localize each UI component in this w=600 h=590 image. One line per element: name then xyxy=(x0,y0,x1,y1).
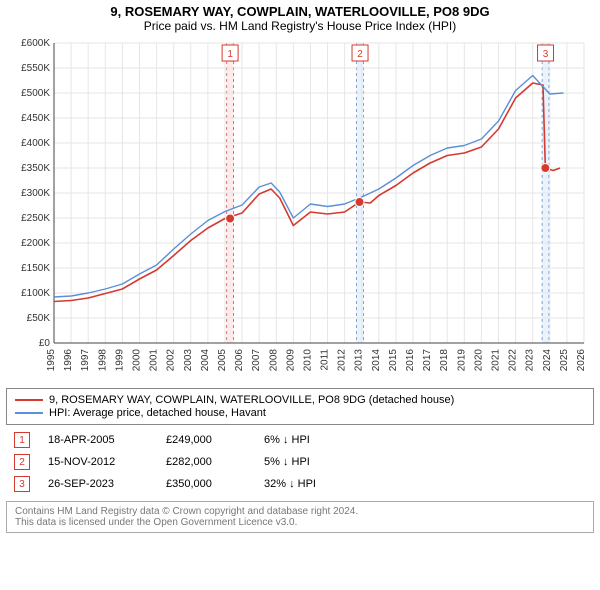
svg-text:2019: 2019 xyxy=(456,349,467,372)
svg-text:2026: 2026 xyxy=(576,349,587,372)
svg-text:2012: 2012 xyxy=(337,349,348,372)
svg-text:£50K: £50K xyxy=(27,313,51,324)
title-address: 9, ROSEMARY WAY, COWPLAIN, WATERLOOVILLE… xyxy=(6,4,594,19)
event-diff: 32% ↓ HPI xyxy=(264,478,364,490)
svg-text:2010: 2010 xyxy=(302,349,313,372)
svg-text:2015: 2015 xyxy=(388,349,399,372)
legend-label: HPI: Average price, detached house, Hava… xyxy=(49,407,266,419)
svg-text:2: 2 xyxy=(357,49,363,60)
svg-text:£0: £0 xyxy=(39,338,51,349)
chart-svg: £0 £50K £100K £150K £200K £250K £300K £350K £400… xyxy=(6,37,592,377)
svg-text:1: 1 xyxy=(227,49,233,60)
svg-text:2018: 2018 xyxy=(439,349,450,372)
event-date: 15-NOV-2012 xyxy=(48,456,148,468)
svg-text:£200K: £200K xyxy=(21,238,50,249)
event-date: 26-SEP-2023 xyxy=(48,478,148,490)
svg-text:£400K: £400K xyxy=(21,138,50,149)
legend-swatch-hpi xyxy=(15,412,43,414)
svg-text:1998: 1998 xyxy=(97,349,108,372)
svg-text:£450K: £450K xyxy=(21,113,50,124)
attribution-line: This data is licensed under the Open Gov… xyxy=(15,517,585,528)
event-diff: 5% ↓ HPI xyxy=(264,456,364,468)
chart-titles: 9, ROSEMARY WAY, COWPLAIN, WATERLOOVILLE… xyxy=(6,4,594,33)
legend: 9, ROSEMARY WAY, COWPLAIN, WATERLOOVILLE… xyxy=(6,388,594,425)
legend-row-price-paid: 9, ROSEMARY WAY, COWPLAIN, WATERLOOVILLE… xyxy=(15,394,585,406)
svg-text:£600K: £600K xyxy=(21,38,50,49)
title-subtitle: Price paid vs. HM Land Registry's House … xyxy=(6,19,594,33)
svg-text:3: 3 xyxy=(543,49,549,60)
svg-text:2009: 2009 xyxy=(285,349,296,372)
attribution-line: Contains HM Land Registry data © Crown c… xyxy=(15,506,585,517)
attribution: Contains HM Land Registry data © Crown c… xyxy=(6,501,594,533)
event-badge: 1 xyxy=(14,432,30,448)
svg-text:2003: 2003 xyxy=(183,349,194,372)
svg-text:2002: 2002 xyxy=(166,349,177,372)
legend-swatch-price-paid xyxy=(15,399,43,401)
svg-text:2022: 2022 xyxy=(508,349,519,372)
svg-text:£300K: £300K xyxy=(21,188,50,199)
svg-text:1997: 1997 xyxy=(80,349,91,372)
svg-text:2013: 2013 xyxy=(354,349,365,372)
svg-text:2001: 2001 xyxy=(149,349,160,372)
event-row: 2 15-NOV-2012 £282,000 5% ↓ HPI xyxy=(6,451,594,473)
svg-text:2025: 2025 xyxy=(559,349,570,372)
event-price: £249,000 xyxy=(166,434,246,446)
event-row: 3 26-SEP-2023 £350,000 32% ↓ HPI xyxy=(6,473,594,495)
legend-label: 9, ROSEMARY WAY, COWPLAIN, WATERLOOVILLE… xyxy=(49,394,454,406)
svg-text:£250K: £250K xyxy=(21,213,50,224)
price-chart: £0 £50K £100K £150K £200K £250K £300K £350K £400… xyxy=(6,37,594,382)
event-price: £282,000 xyxy=(166,456,246,468)
svg-text:2017: 2017 xyxy=(422,349,433,372)
legend-row-hpi: HPI: Average price, detached house, Hava… xyxy=(15,407,585,419)
svg-text:£500K: £500K xyxy=(21,88,50,99)
svg-text:£350K: £350K xyxy=(21,163,50,174)
svg-text:2005: 2005 xyxy=(217,349,228,372)
event-price: £350,000 xyxy=(166,478,246,490)
svg-text:1995: 1995 xyxy=(46,349,57,372)
svg-text:2021: 2021 xyxy=(491,349,502,372)
svg-text:2011: 2011 xyxy=(320,349,331,371)
svg-text:2023: 2023 xyxy=(525,349,536,372)
svg-text:2006: 2006 xyxy=(234,349,245,372)
svg-text:2007: 2007 xyxy=(251,349,262,372)
svg-text:2000: 2000 xyxy=(131,349,142,372)
svg-text:2016: 2016 xyxy=(405,349,416,372)
event-list: 1 18-APR-2005 £249,000 6% ↓ HPI 2 15-NOV-2012… xyxy=(6,429,594,495)
svg-text:1996: 1996 xyxy=(63,349,74,372)
svg-text:1999: 1999 xyxy=(114,349,125,372)
event-date: 18-APR-2005 xyxy=(48,434,148,446)
svg-text:2020: 2020 xyxy=(473,349,484,372)
svg-text:£550K: £550K xyxy=(21,63,50,74)
svg-text:£100K: £100K xyxy=(21,288,50,299)
event-badge: 2 xyxy=(14,454,30,470)
svg-text:2004: 2004 xyxy=(200,349,211,372)
event-badge: 3 xyxy=(14,476,30,492)
event-diff: 6% ↓ HPI xyxy=(264,434,364,446)
event-row: 1 18-APR-2005 £249,000 6% ↓ HPI xyxy=(6,429,594,451)
svg-text:2008: 2008 xyxy=(268,349,279,372)
svg-text:2014: 2014 xyxy=(371,349,382,372)
svg-text:2024: 2024 xyxy=(542,349,553,372)
svg-text:£150K: £150K xyxy=(21,263,50,274)
